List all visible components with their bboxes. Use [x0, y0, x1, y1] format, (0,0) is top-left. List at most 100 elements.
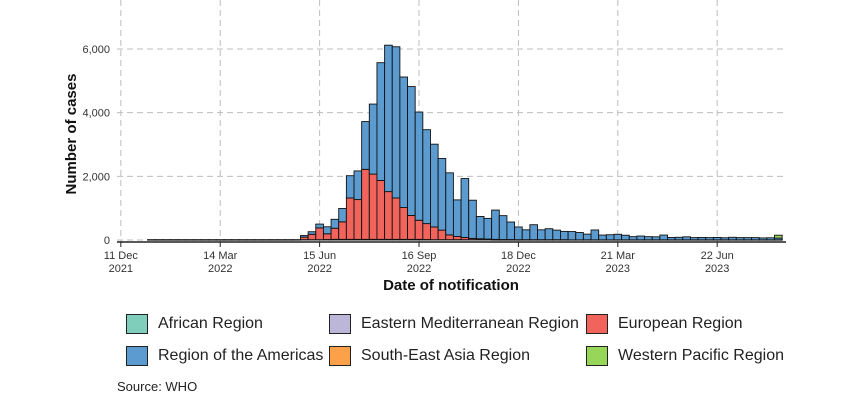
bar-segment — [322, 226, 332, 235]
x-tick-label-year: 2022 — [208, 263, 232, 275]
swatch-region-of-the-americas — [126, 346, 148, 366]
bar-segment — [399, 207, 408, 240]
bar-segment — [430, 226, 439, 241]
x-tick-label-year: 2021 — [109, 263, 133, 275]
legend: African Region Eastern Mediterranean Reg… — [126, 312, 784, 376]
bar-segment — [322, 233, 332, 240]
bar-segment — [682, 236, 691, 241]
bar-segment — [384, 191, 393, 240]
bar-segment — [766, 237, 775, 241]
bar-segment — [636, 235, 646, 241]
bar-segment — [437, 229, 447, 241]
swatch-western-pacific-region — [586, 346, 608, 366]
legend-label: South-East Asia Region — [361, 347, 530, 364]
bar-segment — [728, 236, 737, 241]
legend-label: Western Pacific Region — [618, 347, 784, 364]
x-tick-label-year: 2022 — [307, 263, 331, 275]
x-tick-label: 11 Dec — [104, 250, 139, 262]
bar-segment — [300, 235, 309, 238]
bar-segment — [315, 227, 324, 241]
bar-segment — [537, 229, 546, 241]
bar-segment — [407, 215, 416, 240]
bar-segment — [605, 234, 615, 241]
legend-item-region-of-the-americas: Region of the Americas — [126, 346, 329, 366]
bar-segment — [628, 236, 638, 241]
y-tick-label: 4,000 — [82, 108, 110, 120]
legend-item-western-pacific-region: Western Pacific Region — [586, 346, 784, 366]
bar-segment — [659, 234, 668, 241]
bar-segment — [712, 237, 722, 241]
bar-segment — [361, 121, 370, 170]
bar-segment — [460, 178, 470, 238]
bar-segment — [689, 237, 699, 241]
bar-segment — [330, 218, 340, 229]
bar-segment — [452, 199, 462, 237]
bar-segment — [307, 233, 317, 241]
bar-segment — [376, 62, 386, 181]
bar-segment — [529, 224, 538, 241]
bar-segment — [674, 236, 684, 241]
x-tick-label-year: 2023 — [606, 263, 630, 275]
bar-segment — [430, 143, 439, 228]
bar-segment — [391, 46, 401, 199]
x-tick-label: 21 Mar — [601, 250, 636, 262]
bar-segment — [376, 180, 386, 240]
bar-segment — [445, 172, 454, 236]
bar-segment — [498, 215, 508, 240]
bar-segment — [598, 234, 607, 241]
bar-segment — [651, 236, 661, 241]
y-tick-label: 0 — [104, 235, 110, 247]
swatch-european-region — [586, 314, 608, 334]
legend-label: Eastern Mediterranean Region — [361, 315, 579, 332]
legend-item-south-east-asia-region: South-East Asia Region — [329, 346, 586, 366]
legend-label: Region of the Americas — [158, 347, 324, 364]
legend-item-european-region: European Region — [586, 314, 743, 334]
bar-segment — [567, 231, 577, 241]
bar-segment — [514, 226, 523, 241]
bar-segment — [368, 173, 378, 240]
bar-segment — [582, 233, 592, 241]
bar-segment — [338, 208, 347, 223]
bar-segment — [338, 221, 347, 240]
x-tick-label-year: 2022 — [506, 263, 530, 275]
bar-segment — [361, 168, 370, 240]
legend-label: African Region — [158, 315, 263, 332]
x-tick-label: 15 Jun — [303, 250, 336, 262]
bar-segment — [353, 199, 363, 240]
legend-row: Region of the Americas South-East Asia R… — [126, 344, 784, 368]
y-tick-label: 2,000 — [82, 171, 110, 183]
bar-segment — [521, 229, 531, 241]
bar-segment — [315, 223, 324, 229]
bar-segment — [491, 209, 500, 240]
bar-segment — [590, 229, 600, 241]
bar-segment — [307, 231, 317, 235]
bar-segment — [422, 129, 431, 225]
bar-segment — [452, 236, 462, 241]
bar-segment — [613, 233, 623, 241]
bar-segment — [667, 237, 676, 241]
source-note: Source: WHO — [117, 379, 198, 394]
y-tick-label: 6,000 — [82, 44, 110, 56]
bar-segment — [468, 199, 477, 239]
bar-segment — [391, 197, 401, 240]
bar-segment — [384, 44, 393, 193]
x-axis-title: Date of notification — [383, 277, 519, 294]
swatch-african-region — [126, 314, 148, 334]
bar-segment — [437, 158, 447, 231]
bar-segment — [552, 229, 561, 241]
swatch-eastern-mediterranean-region — [329, 314, 351, 334]
bar-segment — [407, 86, 416, 216]
x-tick-label: 18 Dec — [501, 250, 536, 262]
bar-segment — [475, 215, 485, 240]
stacked-bars — [147, 44, 783, 241]
bar-segment — [353, 170, 363, 201]
bar-segment — [758, 237, 768, 241]
y-axis-title: Number of cases — [63, 74, 80, 195]
bar-segment — [368, 103, 378, 175]
x-tick-label: 16 Sep — [402, 250, 437, 262]
bar-segment — [621, 234, 630, 241]
bar-segment — [575, 232, 584, 241]
bar-segment — [735, 237, 745, 241]
